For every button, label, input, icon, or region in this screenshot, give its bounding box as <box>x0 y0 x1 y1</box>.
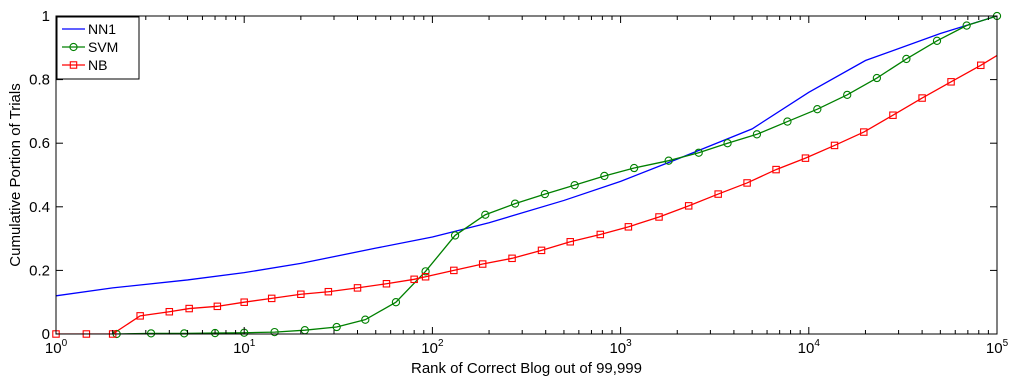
x-tick-label: 100 <box>45 338 68 357</box>
data-point-svm <box>843 90 852 100</box>
axis-ticks <box>55 15 998 335</box>
data-point-nb <box>240 298 248 306</box>
x-axis-title: Rank of Correct Blog out of 99,999 <box>411 360 642 377</box>
data-point-nb <box>947 78 955 86</box>
data-point-nb <box>410 275 418 284</box>
data-point-nb <box>772 165 780 174</box>
data-point-svm <box>932 36 942 45</box>
data-point-nb <box>860 128 868 136</box>
legend: NN1 SVM NB <box>56 16 140 80</box>
y-tick-label: 0.2 <box>29 262 50 279</box>
y-tick-label: 0 <box>42 326 50 343</box>
data-point-svm <box>450 231 460 240</box>
data-point-svm <box>752 130 762 139</box>
series-line-nn1 <box>56 16 997 297</box>
data-point-nb <box>655 213 663 221</box>
y-tick-label: 0.6 <box>29 135 50 152</box>
legend-label: NN1 <box>88 21 116 37</box>
data-point-nb <box>324 287 333 296</box>
data-point-nb <box>624 223 633 231</box>
data-point-svm <box>872 73 882 83</box>
data-point-nb <box>889 111 897 119</box>
data-point-nb <box>830 141 839 150</box>
data-point-svm <box>723 139 732 148</box>
data-point-svm <box>570 181 579 190</box>
data-point-nb <box>537 246 546 255</box>
x-tick-label: 104 <box>798 338 821 357</box>
data-point-svm <box>391 298 401 307</box>
legend-marker <box>69 42 78 52</box>
y-tick-label: 0.4 <box>29 199 50 216</box>
plot-frame <box>55 15 998 335</box>
data-point-nb <box>977 61 985 70</box>
x-tick-label: 103 <box>609 338 632 357</box>
data-point-nb <box>684 202 693 210</box>
data-point-nb <box>185 304 193 313</box>
legend-label: NB <box>88 57 107 73</box>
data-point-svm <box>664 156 673 165</box>
data-point-nb <box>714 190 722 198</box>
data-point-svm <box>481 210 490 219</box>
data-point-nb <box>213 302 222 311</box>
axis-tick-labels: 100 101 102 103 104 105 0 0.2 0.4 0.6 0.8 1 <box>29 8 1008 357</box>
data-point-nb <box>743 179 751 187</box>
legend-label: SVM <box>88 39 118 55</box>
y-tick-label: 1 <box>42 8 50 25</box>
data-point-nb <box>450 266 458 275</box>
series-line-nb <box>56 54 997 334</box>
data-point-nb <box>267 294 276 303</box>
data-point-nb <box>918 94 926 102</box>
data-point-nb <box>297 290 305 298</box>
data-point-svm <box>813 105 822 114</box>
data-point-nb <box>382 280 391 288</box>
data-point-svm <box>600 171 609 181</box>
data-point-svm <box>629 163 639 173</box>
data-point-svm <box>421 267 430 276</box>
plot-lines <box>56 16 997 334</box>
series-line-svm <box>116 16 997 334</box>
data-point-svm <box>361 315 370 324</box>
data-point-nb <box>165 307 174 316</box>
data-point-nb <box>136 312 144 320</box>
data-point-svm <box>146 329 156 338</box>
x-tick-label: 105 <box>986 338 1009 357</box>
data-point-svm <box>783 117 792 126</box>
data-point-svm <box>510 199 520 208</box>
data-point-svm <box>962 21 971 30</box>
data-point-nb <box>596 230 605 239</box>
data-point-nb <box>478 260 487 268</box>
data-point-svm <box>332 322 341 332</box>
data-point-svm <box>210 328 220 338</box>
y-tick-label: 0.8 <box>29 72 50 89</box>
data-point-svm <box>694 148 703 157</box>
legend-marker <box>69 61 78 69</box>
data-point-nb <box>508 254 516 263</box>
data-point-nb <box>566 238 574 246</box>
y-axis-title: Cumulative Portion of Trials <box>7 83 24 266</box>
data-point-nb <box>421 273 430 281</box>
data-point-nb <box>353 284 362 292</box>
x-tick-label: 101 <box>233 338 256 357</box>
data-point-nb <box>801 154 810 162</box>
x-tick-label: 102 <box>421 338 444 357</box>
plot-markers <box>52 11 1002 339</box>
data-point-svm <box>270 327 279 337</box>
data-point-svm <box>902 54 911 64</box>
data-point-svm <box>540 189 550 199</box>
